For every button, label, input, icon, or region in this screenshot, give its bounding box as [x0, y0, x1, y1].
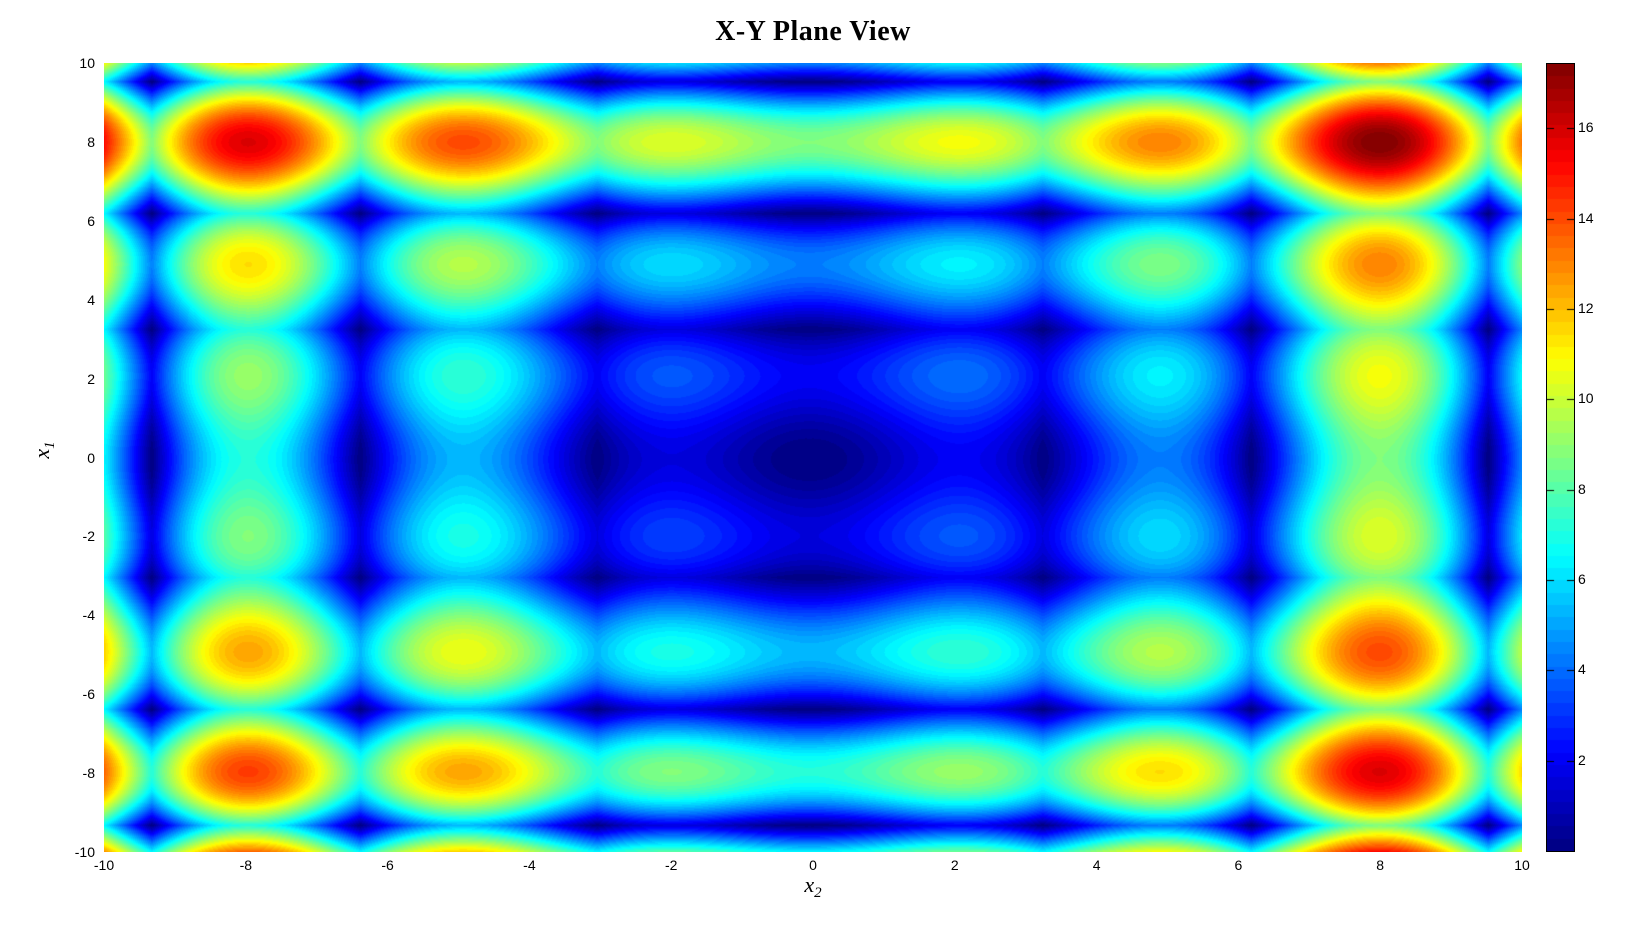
- x-axis-label: x2: [104, 872, 1522, 902]
- x-tick-label: 4: [1092, 857, 1101, 873]
- x-axis-tick-labels: -10 -8 -6 -4 -2 0 2 4 6 8 10: [94, 857, 1530, 876]
- x-tick-label: -4: [523, 857, 536, 873]
- y-axis-label-base: x: [28, 448, 54, 459]
- y-tick-label: -4: [82, 607, 95, 624]
- colorbar-canvas: [1546, 63, 1575, 852]
- y-tick-label: -10: [74, 844, 95, 860]
- x-tick-label: -10: [93, 857, 115, 873]
- x-axis-label-base: x: [804, 872, 815, 897]
- x-axis-label-subscript: 2: [814, 885, 822, 902]
- heatmap-canvas: [104, 63, 1522, 852]
- x-tick-label: 0: [809, 857, 817, 873]
- colorbar-tick-label: 16: [1578, 119, 1594, 136]
- y-tick-label: 10: [79, 55, 95, 71]
- x-tick-label: -6: [381, 857, 394, 873]
- y-tick-label: 6: [87, 212, 95, 229]
- x-tick-label: 6: [1234, 857, 1243, 873]
- colorbar-tick-label: 8: [1578, 480, 1586, 497]
- colorbar-tick-label: 12: [1578, 299, 1594, 316]
- y-tick-label: 8: [87, 133, 95, 150]
- colorbar-tick-label: 6: [1578, 570, 1586, 587]
- x-tick-label: 10: [1514, 857, 1530, 873]
- chart-title: X-Y Plane View: [715, 16, 911, 47]
- y-tick-label: 2: [87, 370, 95, 387]
- x-tick-label: 8: [1376, 857, 1385, 873]
- colorbar-tick-labels: 2 4 6 8 10 12 14 16: [1578, 63, 1628, 850]
- y-tick-label: 0: [87, 449, 95, 466]
- y-tick-label: -2: [82, 528, 95, 545]
- colorbar-tick-label: 4: [1578, 661, 1586, 678]
- y-tick-label: -6: [82, 686, 95, 703]
- x-tick-label: 2: [950, 857, 959, 873]
- y-tick-label: 4: [87, 291, 95, 308]
- colorbar-tick-label: 10: [1578, 390, 1594, 407]
- colorbar-tick-label: 14: [1578, 209, 1594, 226]
- y-axis-tick-labels: 10 8 6 4 2 0 -2 -4 -6 -8 -10: [0, 56, 97, 859]
- x-tick-label: -8: [239, 857, 253, 873]
- y-axis-label-subscript: 1: [42, 441, 59, 449]
- x-tick-label: -2: [664, 857, 678, 873]
- colorbar-tick-label: 2: [1578, 751, 1586, 768]
- y-axis-label: x1: [29, 441, 59, 458]
- y-tick-label: -8: [82, 765, 95, 782]
